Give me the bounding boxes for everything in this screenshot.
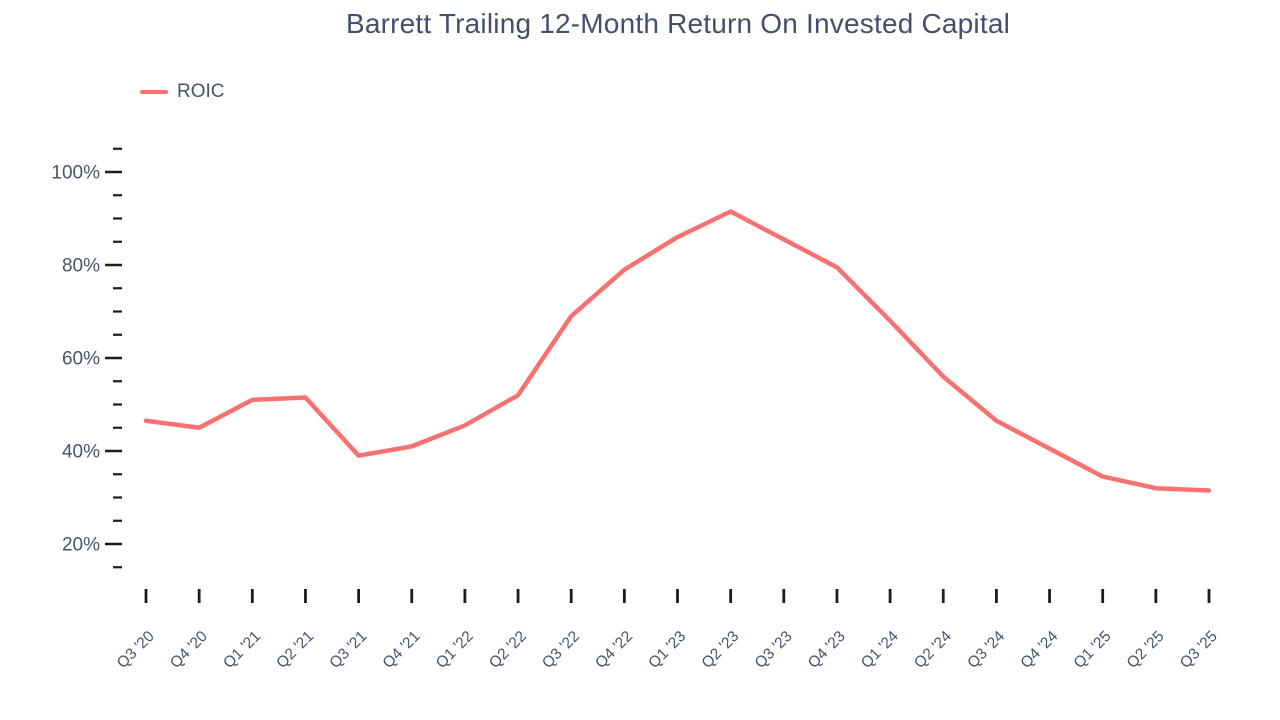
x-tick-label: Q1 '22 (433, 628, 477, 672)
y-tick-label: 20% (62, 535, 100, 556)
x-tick-label: Q3 '22 (539, 628, 583, 672)
legend[interactable]: ROIC (140, 81, 225, 103)
y-tick-label: 60% (62, 349, 100, 370)
x-tick-label: Q3 '24 (964, 628, 1008, 672)
x-tick-label: Q3 '23 (752, 628, 796, 672)
x-tick-label: Q3 '25 (1177, 628, 1221, 672)
x-tick-label: Q4 '22 (592, 628, 636, 672)
chart-title: Barrett Trailing 12-Month Return On Inve… (345, 8, 1011, 39)
y-tick-label: 100% (51, 163, 100, 184)
x-tick-label: Q3 '20 (114, 628, 158, 672)
x-tick-label: Q1 '25 (1071, 628, 1115, 672)
legend-label: ROIC (177, 81, 225, 102)
roic-line-series (143, 209, 1212, 493)
x-tick-label: Q2 '25 (1124, 628, 1168, 672)
x-tick-label: Q2 '21 (273, 628, 317, 672)
y-tick-label: 80% (62, 256, 100, 277)
x-tick-label: Q1 '23 (645, 628, 689, 672)
x-tick-label: Q3 '21 (326, 628, 370, 672)
x-tick-label: Q1 '21 (220, 628, 264, 672)
y-tick-label: 40% (62, 442, 100, 463)
x-tick-label: Q4 '21 (380, 628, 424, 672)
x-tick-label: Q4 '23 (805, 628, 849, 672)
legend-line-swatch (140, 90, 168, 94)
x-tick-label: Q2 '24 (911, 628, 955, 672)
x-tick-label: Q2 '23 (699, 628, 743, 672)
x-tick-label: Q4 '20 (167, 628, 211, 672)
x-tick-label: Q4 '24 (1017, 628, 1061, 672)
x-tick-label: Q2 '22 (486, 628, 530, 672)
x-tick-label: Q1 '24 (858, 628, 902, 672)
